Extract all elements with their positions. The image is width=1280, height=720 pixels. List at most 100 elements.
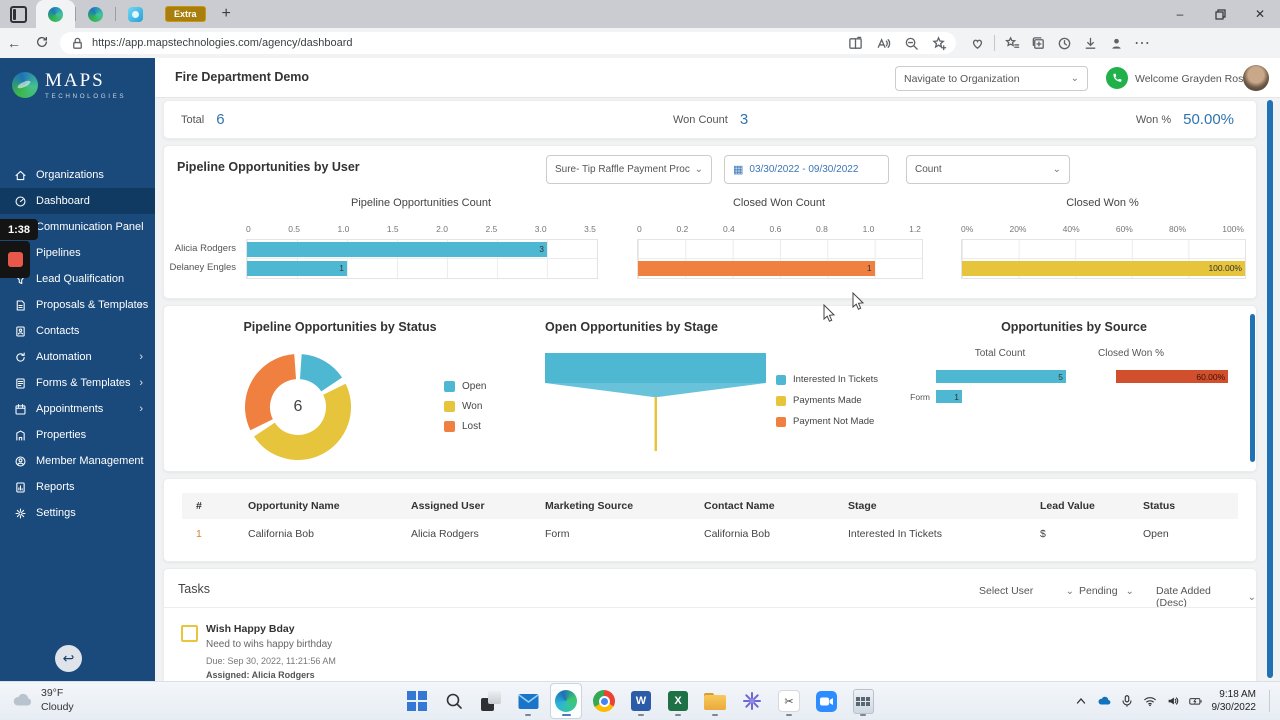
url-text[interactable]: https://app.mapstechnologies.com/agency/… [92,37,353,49]
calculator-app-icon[interactable] [848,684,878,718]
page-scrollbar[interactable] [1267,100,1273,678]
task-view-button[interactable] [476,684,506,718]
phone-button[interactable] [1106,67,1128,89]
chevron-right-icon: › [139,403,143,415]
browser-tab-2[interactable] [76,0,115,28]
legend-swatch [776,395,786,406]
zoom-out-icon[interactable] [902,34,920,52]
favorites-icon[interactable] [1003,34,1021,52]
window-restore-button[interactable] [1200,0,1240,28]
recording-stop-button[interactable] [0,241,30,278]
read-aloud-icon[interactable] [874,34,892,52]
sidebar-item-organizations[interactable]: Organizations [0,162,155,188]
source-count-bar: 1 [936,390,962,403]
total-value: 6 [216,111,225,128]
maps-favicon-icon [88,6,103,22]
sidebar-item-automation[interactable]: Automation › [0,344,155,370]
window-minimize-button[interactable]: – [1176,7,1184,21]
tray-expand-icon[interactable] [1074,694,1088,708]
sidebar-item-settings[interactable]: Settings [0,500,155,526]
date-range-field[interactable]: ▦ 03/30/2022 - 09/30/2022 [724,155,889,184]
sidebar-item-reports[interactable]: Reports [0,474,155,500]
task-title[interactable]: Wish Happy Bday [206,623,295,635]
tab-divider [115,7,116,21]
address-bar[interactable]: https://app.mapstechnologies.com/agency/… [60,32,956,54]
zoom-app-icon[interactable] [811,684,841,718]
task-sort-filter[interactable]: Date Added (Desc) ⌄ [1156,585,1256,609]
window-close-button[interactable]: ✕ [1254,7,1266,21]
metric-dropdown[interactable]: Count ⌄ [906,155,1070,184]
favorite-add-icon[interactable] [930,34,948,52]
table-row[interactable]: 1 California Bob Alicia Rodgers Form Califor… [196,528,1169,540]
browser-essentials-icon[interactable] [968,34,986,52]
task-checkbox[interactable] [181,625,198,642]
chevron-right-icon: › [139,351,143,363]
history-icon[interactable] [1055,34,1073,52]
card-scrollbar[interactable] [1250,314,1255,462]
chevron-right-icon: › [139,299,143,311]
tab-actions-icon[interactable] [10,5,27,23]
browser-tab-3[interactable] [116,0,155,28]
pipeline-filter-dropdown[interactable]: Sure- Tip Raffle Payment Proc ⌄ [546,155,712,184]
welcome-text: Welcome Grayden Ross [1135,73,1249,85]
downloads-icon[interactable] [1081,34,1099,52]
opportunities-table-card: # Opportunity Name Assigned User Marketing … [163,478,1257,562]
user-avatar[interactable] [1243,65,1269,91]
wifi-icon[interactable] [1143,694,1157,708]
lock-icon[interactable] [68,34,86,52]
settings-more-icon[interactable]: ⋯ [1134,35,1150,52]
stop-icon [7,252,23,267]
task-user-filter[interactable]: Select User ⌄ [979,585,1074,597]
task-description: Need to wihs happy birthday [206,639,333,650]
sidebar-item-appointments[interactable]: Appointments › [0,396,155,422]
sidebar-item-proposals-templates[interactable]: Proposals & Templates › [0,292,155,318]
mouse-cursor-ghost [823,303,836,328]
sidebar-item-properties[interactable]: Properties [0,422,155,448]
snipping-tool-icon[interactable]: ✂ [774,684,804,718]
onedrive-icon[interactable] [1097,694,1111,708]
browser-tab-active[interactable] [36,0,75,28]
new-tab-button[interactable]: + [221,5,231,22]
file-explorer-icon[interactable] [700,684,730,718]
starburst-app-icon[interactable] [737,684,767,718]
search-button[interactable] [439,684,469,718]
microphone-icon[interactable] [1120,694,1134,708]
show-desktop-edge[interactable] [1269,690,1270,712]
sidebar-item-label: Member Management [36,455,144,467]
refresh-button[interactable] [28,35,56,52]
edge-browser-icon[interactable] [550,683,582,719]
start-button[interactable] [402,684,432,718]
phone-icon [1113,73,1122,82]
chrome-browser-icon[interactable] [589,684,619,718]
source-count-bar: 5 [936,370,1066,383]
sidebar-item-forms-templates[interactable]: Forms & Templates › [0,370,155,396]
sidebar-item-contacts[interactable]: Contacts [0,318,155,344]
tab-group-badge[interactable]: Extra [165,6,206,22]
mail-app-icon[interactable] [513,684,543,718]
navigate-organization-dropdown[interactable]: Navigate to Organization ⌄ [895,66,1088,91]
excel-app-icon[interactable]: X [663,684,693,718]
word-app-icon[interactable]: W [626,684,656,718]
source-row-label: Form [910,392,930,402]
split-screen-icon[interactable] [846,34,864,52]
task-due: Due: Sep 30, 2022, 11:21:56 AM [206,656,336,666]
taskbar-clock[interactable]: 9:18 AM 9/30/2022 [1212,688,1257,714]
taskbar-weather[interactable]: 39°F Cloudy [12,686,74,714]
column-header: Total Count [974,348,1026,359]
bar: 100.00% [962,260,1245,276]
tasks-title: Tasks [178,582,210,596]
page-title: Fire Department Demo [175,70,310,84]
profile-icon[interactable] [1107,34,1125,52]
task-status-filter[interactable]: Pending ⌄ [1079,585,1134,597]
collections-icon[interactable] [1029,34,1047,52]
sidebar-item-dashboard[interactable]: Dashboard [0,188,155,214]
chart-title: Closed Won Count [732,197,826,209]
sidebar-item-label: Communication Panel [36,221,144,233]
back-button[interactable]: ← [7,35,21,51]
volume-icon[interactable] [1166,694,1180,708]
sidebar-item-member-management[interactable]: Member Management [0,448,155,474]
dropdown-label: Navigate to Organization [904,72,1020,85]
sidebar-collapse-button[interactable]: ↩ [55,645,82,672]
battery-charging-icon[interactable] [1188,694,1203,708]
